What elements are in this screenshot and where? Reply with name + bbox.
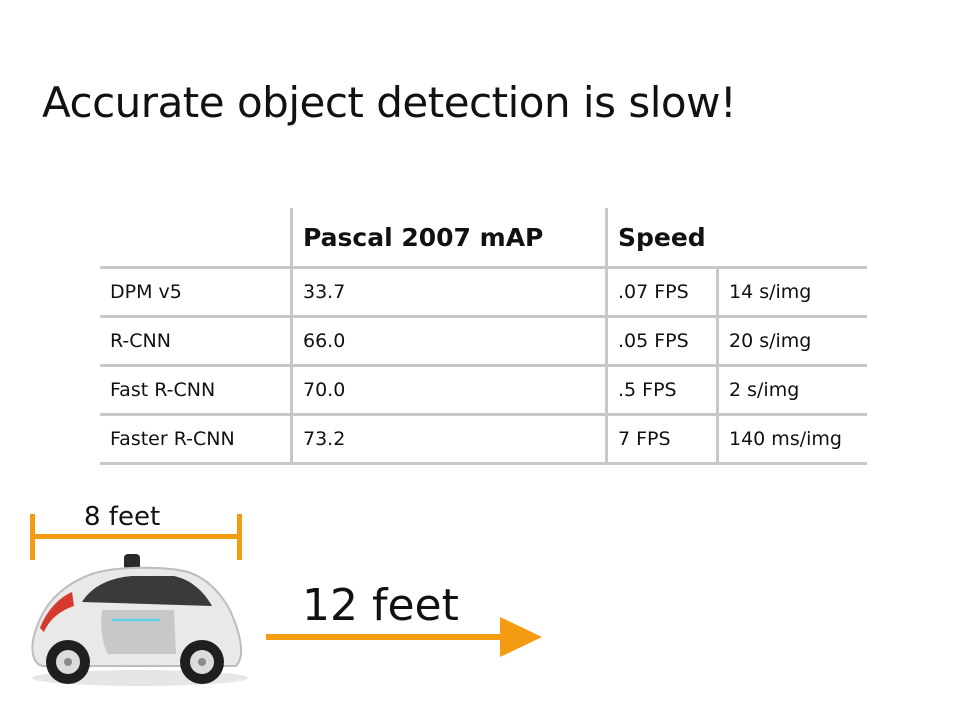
map-cell: 70.0 bbox=[290, 364, 607, 415]
time-cell: 140 ms/img bbox=[716, 413, 867, 465]
map-cell: 33.7 bbox=[290, 266, 607, 317]
method-cell: DPM v5 bbox=[100, 266, 292, 317]
width-bracket-icon bbox=[30, 514, 242, 560]
table-row: DPM v5 33.7 .07 FPS 14 s/img bbox=[100, 266, 867, 317]
table-row: Fast R-CNN 70.0 .5 FPS 2 s/img bbox=[100, 364, 867, 415]
time-cell: 20 s/img bbox=[716, 315, 867, 366]
table-row: R-CNN 66.0 .05 FPS 20 s/img bbox=[100, 315, 867, 366]
header-speed: Speed bbox=[605, 208, 867, 268]
fps-cell: .5 FPS bbox=[605, 364, 718, 415]
time-cell: 14 s/img bbox=[716, 266, 867, 317]
fps-cell: .07 FPS bbox=[605, 266, 718, 317]
map-cell: 73.2 bbox=[290, 413, 607, 465]
header-map: Pascal 2007 mAP bbox=[290, 208, 607, 268]
fps-cell: .05 FPS bbox=[605, 315, 718, 366]
header-empty-cell bbox=[100, 208, 292, 268]
fps-cell: 7 FPS bbox=[605, 413, 718, 465]
method-cell: R-CNN bbox=[100, 315, 292, 366]
table-row: Faster R-CNN 73.2 7 FPS 140 ms/img bbox=[100, 413, 867, 465]
car-width-label: 8 feet bbox=[84, 502, 161, 532]
slide-title: Accurate object detection is slow! bbox=[42, 78, 737, 127]
method-cell: Faster R-CNN bbox=[100, 413, 292, 465]
method-cell: Fast R-CNN bbox=[100, 364, 292, 415]
benchmark-table: Pascal 2007 mAP Speed DPM v5 33.7 .07 FP… bbox=[100, 208, 867, 465]
self-driving-car-icon bbox=[31, 554, 248, 686]
distance-label: 12 feet bbox=[302, 580, 459, 631]
table-header-row: Pascal 2007 mAP Speed bbox=[100, 208, 867, 268]
map-cell: 66.0 bbox=[290, 315, 607, 366]
arrow-right-icon bbox=[266, 617, 542, 657]
time-cell: 2 s/img bbox=[716, 364, 867, 415]
